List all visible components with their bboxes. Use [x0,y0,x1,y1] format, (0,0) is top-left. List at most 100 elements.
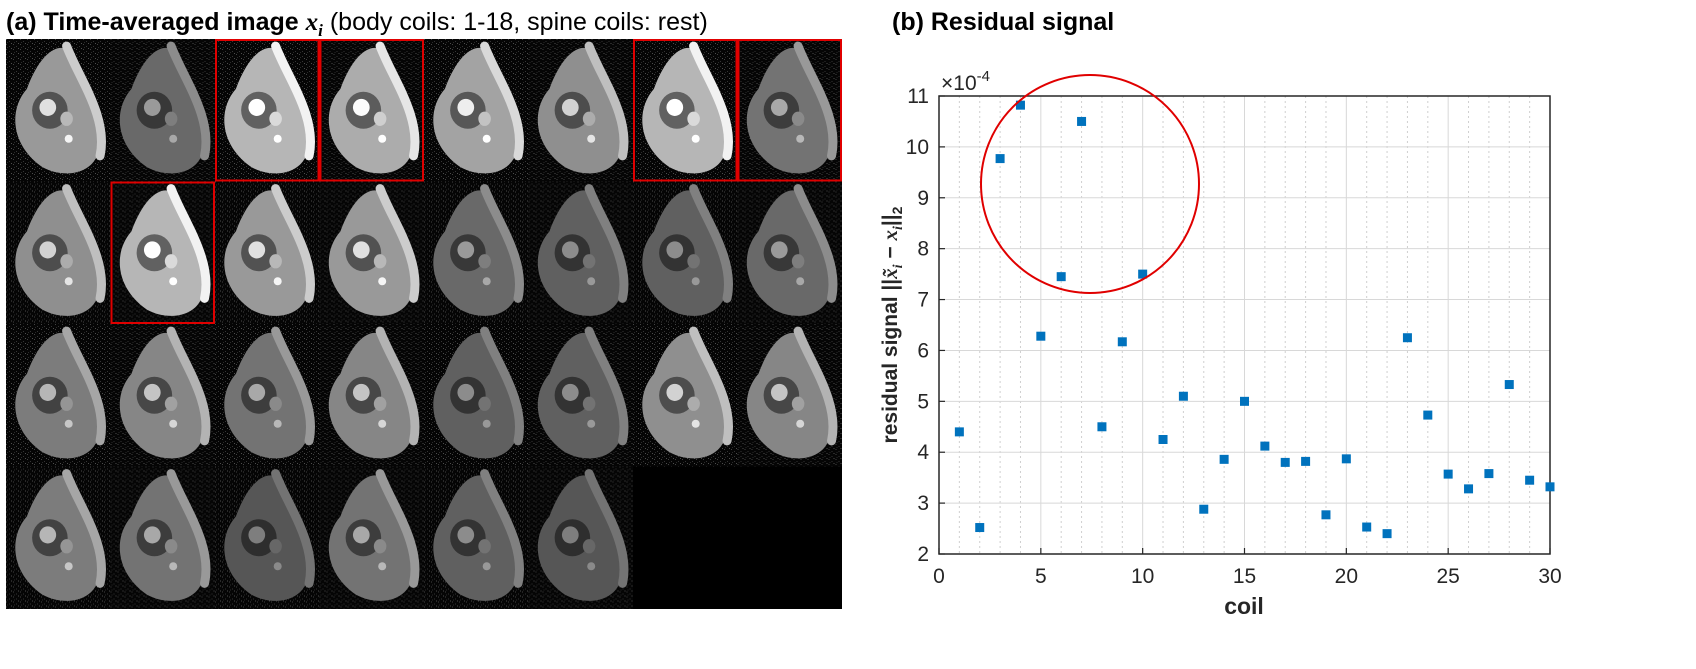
tile-ventricle [352,241,370,259]
mri-tile [633,324,738,467]
data-point [975,523,985,533]
y-tick-label: 9 [917,187,929,210]
y-axis-label-xtilde: x̃ [878,268,902,280]
tile-skin-edge [375,184,420,303]
tile-ventricle [770,383,788,401]
tile-skin-edge [375,469,420,588]
mri-tile [215,181,320,324]
highlight-border [319,39,424,182]
tile-skin-edge [480,469,524,588]
mri-tile [528,466,633,609]
tile-skin-edge [166,184,211,303]
tile-skin-edge [584,469,629,588]
tile-vessel [64,419,73,428]
panel-b-title: (b) Residual signal [892,8,1114,36]
tile-vessel [587,419,596,428]
tile-vessel [587,134,596,143]
data-point [1545,482,1555,492]
data-point [1423,410,1433,420]
tile-skin-edge [793,184,838,303]
tile-skin-edge [584,184,629,303]
tile-chamber [164,539,178,554]
tile-vessel [691,277,700,286]
data-point [1015,100,1025,110]
x-tick-label: 15 [1233,565,1256,588]
tile-ventricle [457,526,475,544]
highlight-border [737,39,842,182]
highlight-border [110,181,215,324]
tile-vessel [273,134,282,143]
empty-tile [633,466,738,609]
tile-vessel [378,562,387,571]
tile-ventricle [39,526,57,544]
tile-chamber [478,254,491,269]
tile-chamber [582,396,596,411]
tile-chamber [373,111,387,126]
mri-tile [424,324,529,467]
tile-ventricle [666,98,684,116]
y-exponent-power: -4 [977,68,990,85]
tile-skin-edge [271,184,315,303]
tile-ventricle [666,383,684,401]
tile-chamber [478,111,491,126]
data-point [1036,331,1046,341]
y-tick-label: 4 [917,441,929,464]
tile-chamber [478,396,491,411]
x-tick-label: 5 [1035,565,1047,588]
x-axis-ticks: 0 5 10 15 20 25 30 [933,548,1562,588]
mri-tile [110,181,215,324]
tile-vessel [796,134,805,143]
y-tick-label: 10 [906,136,929,159]
tile-vessel [64,562,73,571]
tile-vessel [482,562,491,571]
highlight-border [215,39,320,182]
tile-skin-edge [480,41,524,161]
tile-chamber [164,396,178,411]
tile-vessel [691,134,700,143]
scatter-series [954,100,1555,539]
tile-chamber [791,111,805,126]
tile-vessel [378,419,387,428]
mri-tile [633,181,738,324]
mri-image-grid [6,39,842,609]
y-tick-label: 7 [917,289,929,312]
mri-tile [319,181,424,324]
data-point [1260,441,1270,451]
mri-tile [528,39,633,182]
tile-skin-edge [793,41,838,161]
mri-tile [424,181,529,324]
mri-tile [6,324,111,467]
tile-ventricle [39,383,57,401]
tile-ventricle [352,383,370,401]
tile-ventricle [561,526,579,544]
y-tick-label: 8 [917,238,929,261]
tile-chamber [269,539,282,554]
tile-ventricle [770,241,788,259]
tile-chamber [269,396,282,411]
data-point [1097,422,1107,432]
tile-ventricle [248,98,266,116]
tile-skin-edge [375,41,420,161]
tile-ventricle [248,383,266,401]
mri-tile [319,39,424,182]
tile-vessel [482,419,491,428]
tile-chamber [582,539,596,554]
y-axis-label: residual signal ||x̃i − xi||2 [878,206,906,443]
data-point [1504,380,1514,390]
y-axis-label-norm-sub: 2 [889,206,905,214]
tile-vessel [169,419,178,428]
tile-vessel [273,277,282,286]
tile-ventricle [457,241,475,259]
mri-tile [528,181,633,324]
mri-tile [319,466,424,609]
tile-vessel [378,277,387,286]
highlight-border [633,39,738,182]
mri-tile [424,466,529,609]
mri-tile [6,466,111,609]
tile-vessel [169,134,178,143]
tile-chamber [582,254,596,269]
data-point [1362,522,1372,532]
highlight-circle [980,74,1200,294]
mri-tile [6,39,111,182]
tile-chamber [373,254,387,269]
